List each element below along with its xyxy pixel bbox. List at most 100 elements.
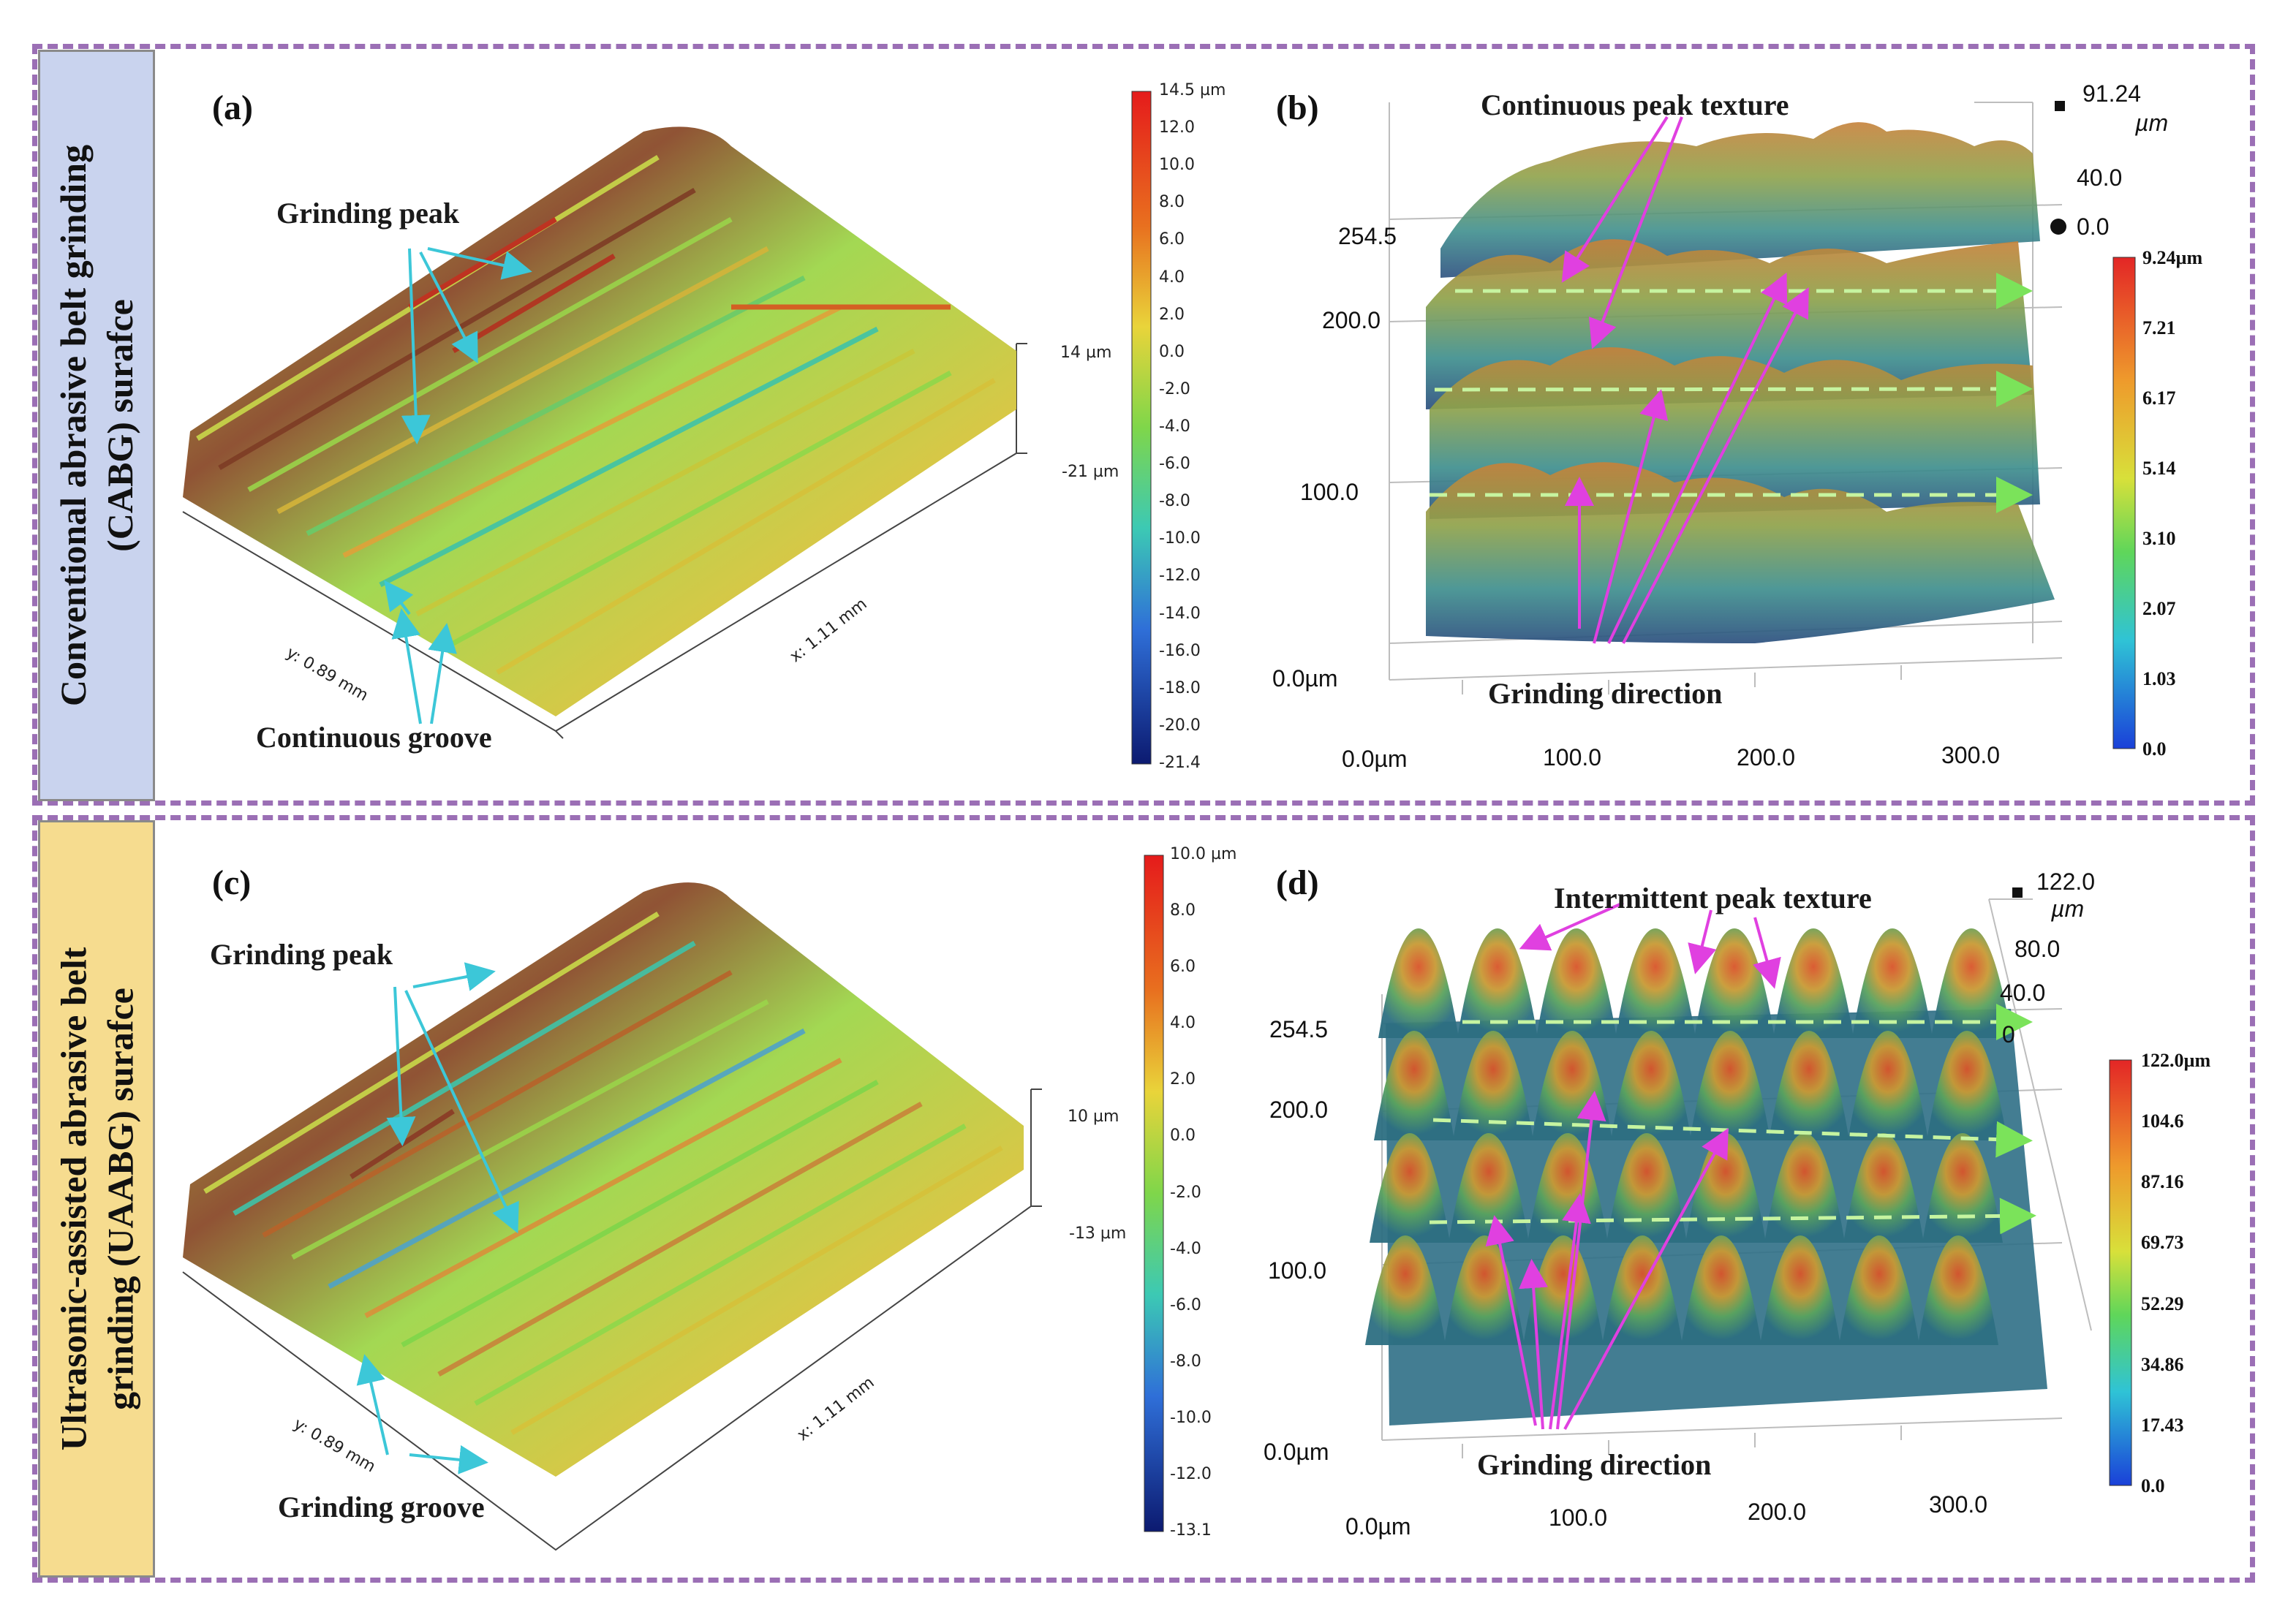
panel-a-label: (a) — [212, 88, 253, 127]
colorbar-tick: 10.0 — [1159, 156, 1195, 175]
side-label-cabg: Conventional abrasive belt grinding (CAB… — [38, 50, 155, 801]
colorbar-tick: -18.0 — [1159, 678, 1201, 697]
colorbar-tick: 0.0 — [1159, 342, 1185, 361]
colorbar-tick: 7.21 — [2142, 317, 2176, 338]
colorbar-tick: -6.0 — [1159, 455, 1190, 474]
colorbar-tick: 34.86 — [2141, 1353, 2184, 1375]
panel-d-surface — [1365, 898, 2092, 1458]
panel-d-z-marker — [2012, 887, 2023, 898]
colorbar-tick: 1.03 — [2142, 668, 2176, 689]
peak-shape — [1848, 1031, 1928, 1140]
peak-shape — [1769, 1031, 1849, 1140]
panel-b-z-tick-0: 0.0 — [2077, 213, 2110, 240]
panel-b-label: (b) — [1276, 88, 1319, 127]
peak-shape — [1453, 1031, 1533, 1140]
colorbar-tick: 0.0 — [2141, 1475, 2165, 1496]
panel-b-x-tick-200: 200.0 — [1737, 744, 1796, 771]
panel-d-x-tick-0: 0.0µm — [1345, 1513, 1411, 1540]
colorbar-tick: -10.0 — [1170, 1408, 1212, 1427]
panel-d-z-tick-80: 80.0 — [2014, 936, 2061, 962]
peak-shape — [1852, 928, 1933, 1038]
panel-d-z-unit: µm — [2051, 896, 2085, 922]
panel-d-z-tick-40: 40.0 — [2000, 980, 2046, 1006]
colorbar-tick: 5.14 — [2142, 458, 2176, 479]
colorbar-tick: 104.6 — [2141, 1110, 2184, 1132]
colorbar-tick: -14.0 — [1159, 604, 1201, 623]
panel-d-y-tick-254: 254.5 — [1269, 1016, 1329, 1042]
peak-shape — [1602, 1235, 1683, 1345]
peak-shape — [1374, 1031, 1454, 1140]
colorbar-tick: -20.0 — [1159, 716, 1201, 735]
panel-d-z-tick-0: 0 — [2002, 1021, 2015, 1048]
peak-shape — [1378, 928, 1459, 1038]
colorbar-tick: -16.0 — [1159, 641, 1201, 660]
peak-shape — [1773, 928, 1854, 1038]
panel-b-colorbar — [2112, 257, 2136, 749]
colorbar-tick: -4.0 — [1170, 1239, 1201, 1258]
panel-b-x-tick-100: 100.0 — [1543, 744, 1602, 771]
peak-shape — [1764, 1133, 1845, 1243]
panel-a-colorbar — [1131, 91, 1152, 765]
colorbar-tick: 122.0µm — [2141, 1050, 2211, 1071]
side-label-uaabg: Ultrasonic-assisted abrasive belt grindi… — [38, 820, 155, 1578]
panel-a-groove-label: Continuous groove — [256, 721, 492, 754]
colorbar-tick: -21.4 — [1159, 754, 1201, 772]
panel-b-y-tick-0: 0.0µm — [1272, 665, 1338, 692]
panel-d-label: (d) — [1276, 863, 1319, 902]
peak-shape — [1839, 1235, 1919, 1345]
panel-a-peak-label: Grinding peak — [276, 197, 460, 230]
colorbar-tick: -2.0 — [1159, 379, 1190, 398]
colorbar-tick: 2.0 — [1159, 305, 1185, 324]
panel-d-y-tick-200: 200.0 — [1269, 1097, 1329, 1123]
colorbar-tick: -2.0 — [1170, 1183, 1201, 1202]
peak-shape — [1690, 1031, 1770, 1140]
panel-c-groove-label: Grinding groove — [278, 1491, 485, 1523]
panel-b-z-max: 91.24 — [2082, 80, 2142, 107]
panel-c-peak-label: Grinding peak — [210, 938, 393, 971]
colorbar-tick: 6.0 — [1159, 230, 1185, 249]
colorbar-tick: 6.0 — [1170, 958, 1196, 977]
panel-d-colorbar — [2109, 1059, 2132, 1486]
bottom-row-frame — [32, 815, 2255, 1583]
colorbar-tick: 0.0 — [1170, 1127, 1196, 1146]
panel-c-surface — [182, 882, 1042, 1551]
peak-shape — [1365, 1235, 1446, 1345]
colorbar-tick: -8.0 — [1159, 492, 1190, 511]
peak-shape — [1681, 1235, 1761, 1345]
panel-b-x-tick-300: 300.0 — [1941, 742, 2001, 768]
colorbar-tick: 14.5 µm — [1159, 81, 1226, 99]
colorbar-tick: -4.0 — [1159, 417, 1190, 436]
peak-shape — [1370, 1133, 1450, 1243]
panel-d-x-tick-200: 200.0 — [1748, 1499, 1807, 1525]
panel-b-z-markers — [2050, 101, 2066, 235]
peak-shape — [1918, 1235, 1998, 1345]
colorbar-tick: -8.0 — [1170, 1352, 1201, 1371]
panel-a-surface — [182, 126, 1027, 739]
colorbar-tick: 0.0 — [2142, 738, 2167, 760]
panel-b-surface — [1389, 102, 2063, 694]
colorbar-tick: 52.29 — [2141, 1292, 2184, 1314]
panel-d-y-tick-100: 100.0 — [1268, 1257, 1327, 1284]
peak-shape — [1760, 1235, 1840, 1345]
panel-d-x-tick-300: 300.0 — [1929, 1491, 1988, 1518]
colorbar-tick: -12.0 — [1159, 567, 1201, 586]
colorbar-tick: 69.73 — [2141, 1232, 2184, 1254]
colorbar-tick: 10.0 µm — [1170, 845, 1237, 863]
peak-shape — [1606, 1133, 1687, 1243]
peak-shape — [1536, 928, 1617, 1038]
colorbar-tick: 4.0 — [1159, 268, 1185, 287]
colorbar-tick: 3.10 — [2142, 528, 2176, 549]
peak-shape — [1615, 928, 1696, 1038]
panel-a-z-top: 14 µm — [1060, 344, 1112, 362]
peak-shape — [1457, 928, 1538, 1038]
panel-b-z-unit: µm — [2135, 110, 2169, 136]
peak-shape — [1931, 928, 2012, 1038]
panel-d-texture-label: Intermittent peak texture — [1554, 882, 1872, 915]
panel-c-label: (c) — [212, 863, 252, 902]
panel-a-z-bottom: -21 µm — [1062, 463, 1119, 481]
panel-c-z-top: 10 µm — [1068, 1108, 1119, 1126]
panel-b-direction-label: Grinding direction — [1488, 677, 1723, 710]
panel-b-y-tick-100: 100.0 — [1300, 479, 1359, 505]
panel-d-direction-label: Grinding direction — [1477, 1448, 1712, 1481]
colorbar-tick: 8.0 — [1159, 193, 1185, 212]
